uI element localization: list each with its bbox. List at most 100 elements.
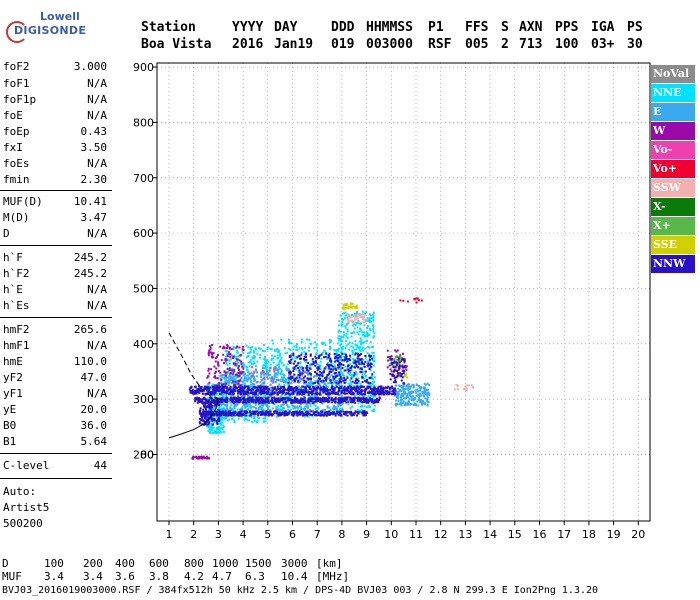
echo-point xyxy=(352,358,355,360)
echo-point xyxy=(329,409,332,412)
echo-point xyxy=(407,396,410,399)
echo-point xyxy=(287,387,290,390)
echo-point xyxy=(338,396,341,399)
echo-point xyxy=(399,356,402,359)
echo-point xyxy=(250,376,253,378)
echo-point xyxy=(275,406,278,409)
echo-point xyxy=(340,396,343,399)
echo-point xyxy=(232,362,235,365)
echo-point xyxy=(282,397,285,400)
echo-point xyxy=(295,398,298,401)
char-name: h`F xyxy=(3,251,23,264)
echo-point xyxy=(326,374,329,377)
echo-point xyxy=(375,399,377,402)
echo-point xyxy=(324,414,327,417)
echo-point xyxy=(305,358,308,361)
echo-point xyxy=(286,377,289,380)
echo-point xyxy=(219,414,222,417)
echo-point xyxy=(253,370,256,373)
echo-point xyxy=(352,375,355,378)
echo-point xyxy=(216,389,219,392)
echo-point xyxy=(244,405,247,408)
echo-point xyxy=(354,379,357,382)
echo-point xyxy=(349,385,352,388)
echo-point xyxy=(275,415,278,418)
echo-point xyxy=(287,413,290,416)
echo-point xyxy=(307,383,310,386)
echo-point xyxy=(253,380,256,382)
echo-point xyxy=(337,393,339,395)
echo-point xyxy=(198,399,201,402)
echo-point xyxy=(317,366,320,369)
echo-point xyxy=(345,356,348,359)
echo-point xyxy=(207,412,210,415)
echo-point xyxy=(331,385,334,388)
echo-point xyxy=(216,412,219,415)
echo-point xyxy=(364,412,367,415)
echo-point xyxy=(222,374,225,376)
echo-point xyxy=(252,399,255,402)
echo-point xyxy=(262,371,265,374)
echo-point xyxy=(203,401,206,404)
echo-point xyxy=(342,387,345,390)
echo-point xyxy=(378,389,381,392)
echo-point xyxy=(401,376,404,379)
echo-point xyxy=(403,359,406,362)
echo-point xyxy=(324,384,327,387)
echo-point xyxy=(350,377,353,380)
echo-point xyxy=(264,388,267,390)
echo-point xyxy=(349,397,352,400)
echo-point xyxy=(293,378,296,381)
echo-point xyxy=(224,413,226,416)
echo-point xyxy=(302,369,305,372)
echo-point xyxy=(253,376,256,378)
echo-point xyxy=(302,413,305,416)
echo-point xyxy=(262,381,265,384)
echo-point xyxy=(345,323,348,326)
echo-point xyxy=(289,361,292,364)
echo-point xyxy=(335,367,338,370)
echo-point xyxy=(243,397,246,400)
echo-point xyxy=(195,392,198,395)
echo-point xyxy=(267,399,270,402)
echo-point xyxy=(206,412,209,414)
header-iga-label: IGA xyxy=(591,20,615,35)
echo-point xyxy=(313,361,316,364)
series-e xyxy=(218,366,431,418)
echo-point xyxy=(418,395,421,398)
echo-point xyxy=(267,346,270,349)
echo-point xyxy=(226,398,229,401)
echo-point xyxy=(333,389,336,392)
echo-point xyxy=(345,356,348,359)
echo-point xyxy=(251,387,254,390)
echo-point xyxy=(189,390,192,392)
echo-point xyxy=(352,323,355,326)
echo-point xyxy=(190,391,192,394)
echo-point xyxy=(252,405,255,408)
echo-point xyxy=(289,400,292,403)
echo-point xyxy=(216,416,219,419)
echo-point xyxy=(269,374,272,376)
echo-point xyxy=(396,402,399,405)
echo-point xyxy=(246,352,249,355)
echo-point xyxy=(339,385,342,388)
echo-point xyxy=(213,388,216,391)
x-tick-label: 15 xyxy=(508,528,522,541)
echo-point xyxy=(197,457,200,460)
echo-point xyxy=(333,372,336,375)
echo-point xyxy=(306,370,309,373)
echo-point xyxy=(356,391,359,394)
echo-point xyxy=(304,391,306,394)
echo-point xyxy=(262,373,265,376)
echo-point xyxy=(355,363,358,366)
echo-point xyxy=(207,352,210,355)
echo-point xyxy=(222,389,225,392)
echo-point xyxy=(328,400,331,403)
echo-point xyxy=(207,383,210,386)
echo-point xyxy=(333,349,336,352)
echo-point xyxy=(317,354,320,357)
echo-point xyxy=(253,371,256,374)
echo-point xyxy=(472,385,474,388)
echo-point xyxy=(315,389,318,392)
echo-point xyxy=(245,401,248,404)
